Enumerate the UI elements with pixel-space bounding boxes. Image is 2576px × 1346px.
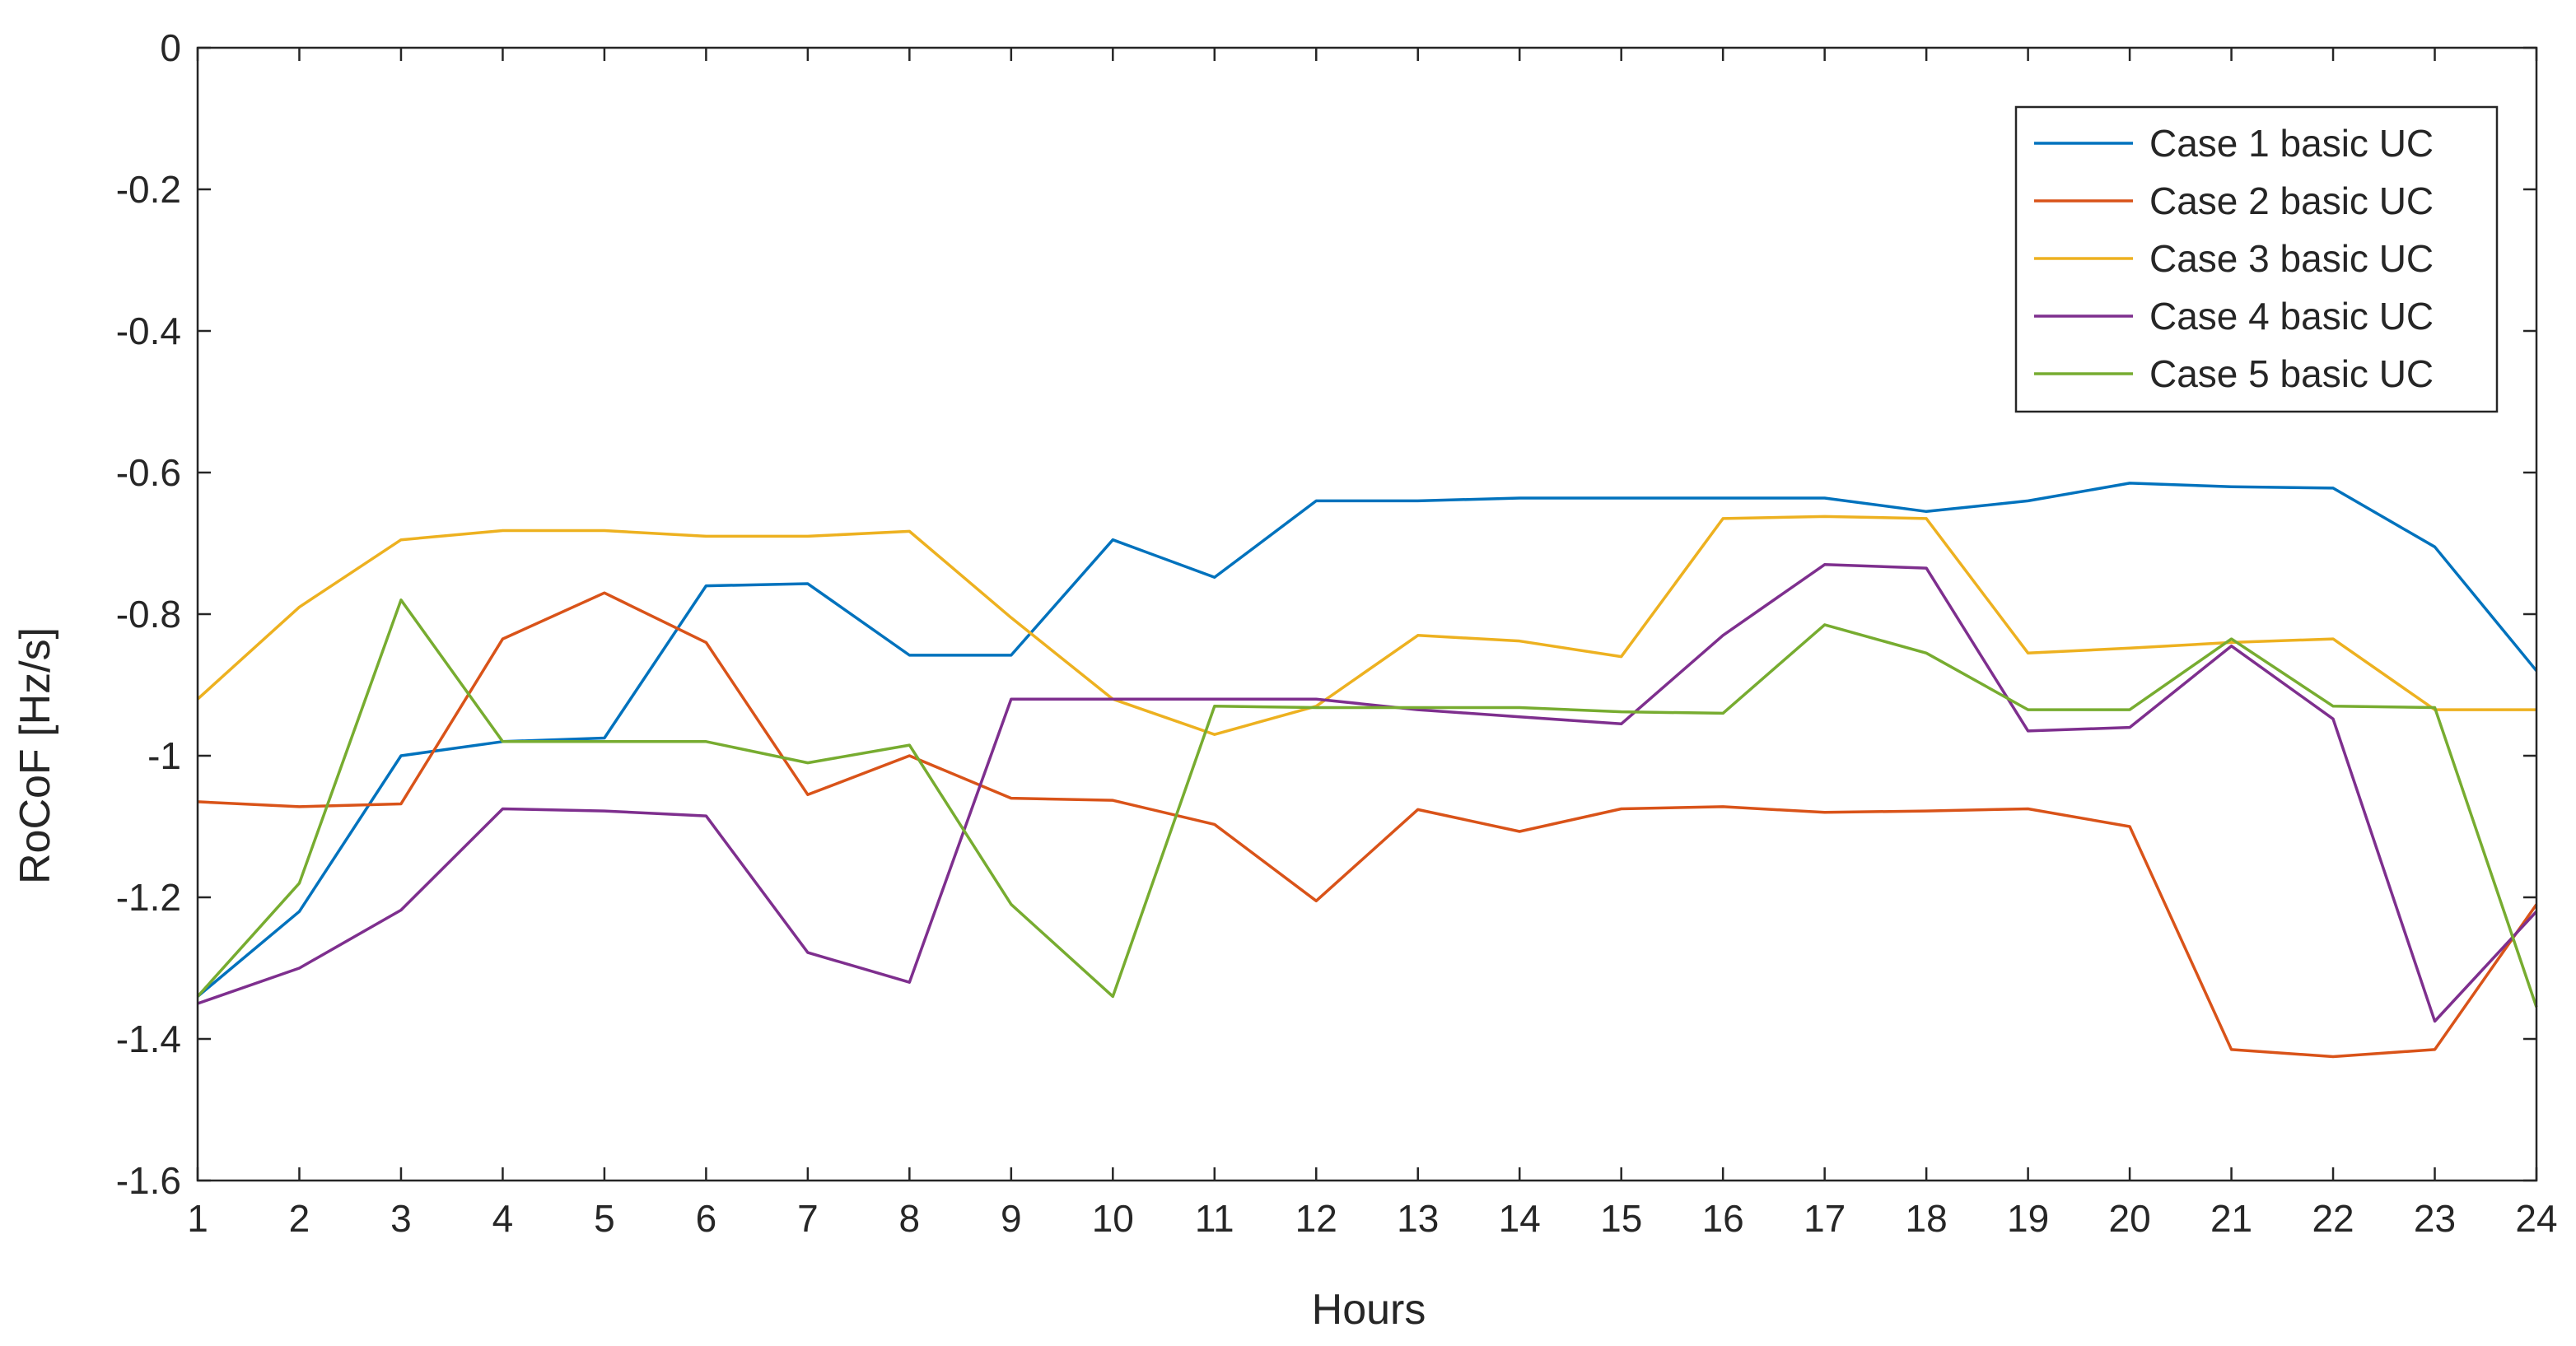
x-tick-label: 15 (1600, 1197, 1642, 1240)
x-tick-label: 7 (797, 1197, 819, 1240)
legend-label: Case 2 basic UC (2149, 179, 2434, 222)
series-line-case-4 (197, 563, 2538, 1023)
x-tick-label: 23 (2414, 1197, 2456, 1240)
x-tick-label: 2 (289, 1197, 310, 1240)
x-tick-label: 10 (1092, 1197, 1134, 1240)
x-tick-label: 6 (696, 1197, 717, 1240)
legend-label: Case 1 basic UC (2149, 122, 2434, 165)
legend-box (2014, 105, 2499, 413)
series-line-case-2 (197, 591, 2538, 1059)
x-tick-label: 3 (390, 1197, 412, 1240)
series-line-case-3 (196, 515, 2536, 736)
legend-label: Case 3 basic UC (2149, 237, 2434, 280)
y-tick-label: -1.2 (116, 876, 181, 919)
y-axis-title: RoCoF [Hz/s] (12, 627, 59, 884)
x-tick-label: 8 (899, 1197, 921, 1240)
y-tick-label: -1 (147, 734, 181, 777)
x-tick-label: 22 (2312, 1197, 2354, 1240)
y-tick-label: 0 (160, 26, 181, 69)
y-tick-label: -0.4 (116, 310, 181, 352)
x-tick-label: 24 (2515, 1197, 2557, 1240)
x-tick-label: 17 (1804, 1197, 1846, 1240)
axes-layer: 1 2 3 4 5 6 7 8 9 10 11 12 13 14 15 16 17 18 19 20 21 22 23 240… (116, 26, 2558, 1240)
x-tick-label: 11 (1195, 1197, 1234, 1240)
y-tick-label: -0.2 (116, 168, 181, 211)
y-tick-label: -0.6 (116, 451, 181, 494)
x-tick-label: 20 (2109, 1197, 2151, 1240)
y-tick-label: -1.4 (116, 1018, 181, 1060)
y-tick-label: -0.8 (116, 593, 181, 636)
x-tick-label: 19 (2007, 1197, 2049, 1240)
x-tick-label: 12 (1295, 1197, 1337, 1240)
x-tick-label: 21 (2210, 1197, 2252, 1240)
x-tick-label: 16 (1702, 1197, 1744, 1240)
legend-label: Case 5 basic UC (2149, 352, 2434, 395)
x-tick-label: 14 (1499, 1197, 1541, 1240)
legend-label: Case 4 basic UC (2149, 295, 2434, 338)
x-tick-label: 13 (1397, 1197, 1439, 1240)
series-line-case-5 (196, 598, 2538, 1008)
x-tick-label: 9 (1001, 1197, 1022, 1240)
x-axis-title: Hours (1312, 1286, 1426, 1334)
x-tick-label: 18 (1906, 1197, 1948, 1240)
x-tick-label: 4 (492, 1197, 514, 1240)
y-tick-label: -1.6 (116, 1159, 181, 1202)
series-layer (196, 482, 2538, 1059)
x-tick-label: 1 (187, 1197, 208, 1240)
series-line-case-1 (196, 482, 2538, 998)
legend: Case 1 basic UC Case 2 basic UC Case 3 bas… (2014, 105, 2499, 413)
x-tick-label: 5 (594, 1197, 615, 1240)
